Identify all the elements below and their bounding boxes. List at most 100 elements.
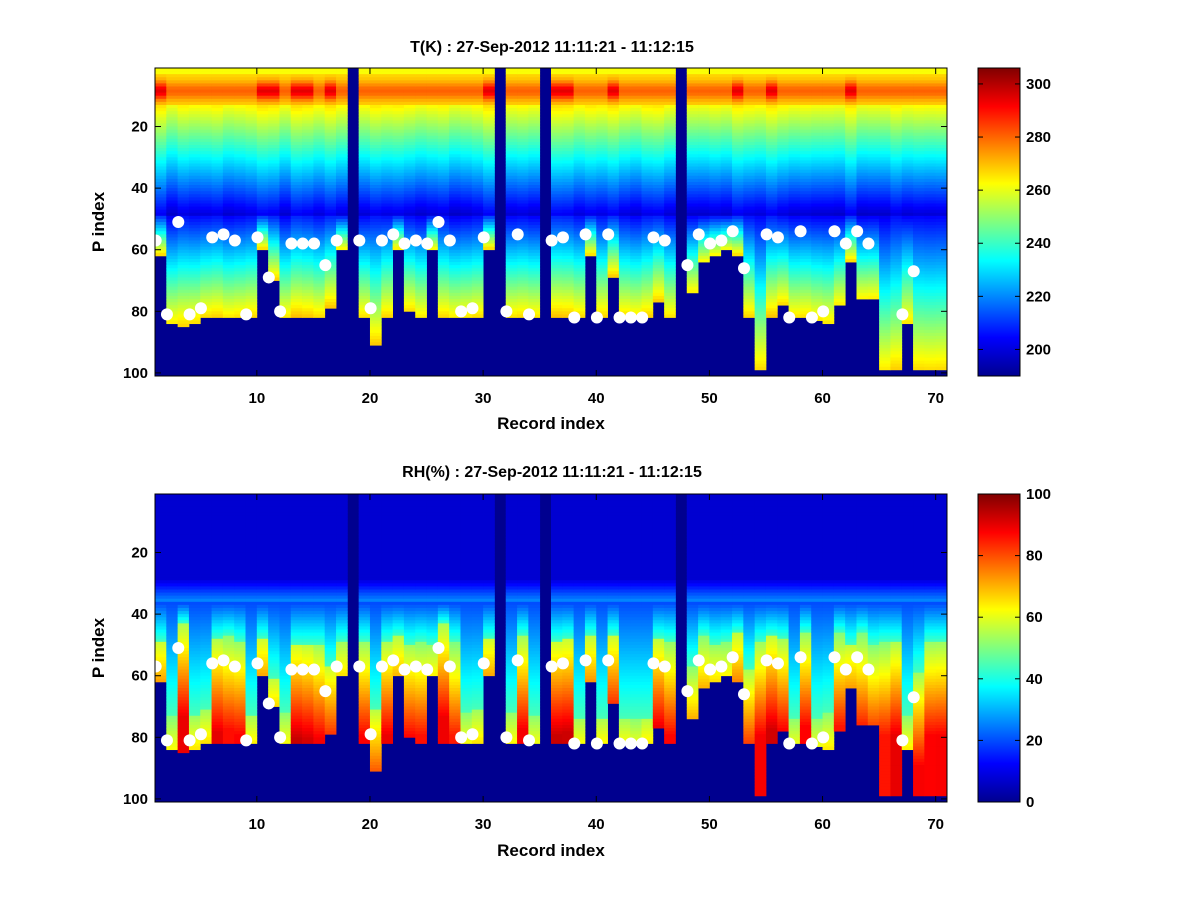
- heatmap-cell: [381, 71, 393, 75]
- heatmap-cell: [652, 222, 665, 226]
- heatmap-cell: [336, 95, 348, 100]
- heatmap-cell: [256, 68, 269, 72]
- heatmap-cell: [279, 120, 292, 124]
- heatmap-cell: [777, 117, 789, 121]
- heatmap-cell: [641, 258, 654, 263]
- heatmap-cell: [822, 86, 835, 90]
- heatmap-cell: [211, 252, 224, 257]
- heatmap-cell: [155, 71, 167, 75]
- record-column-22: [392, 68, 405, 251]
- heatmap-cell: [743, 295, 756, 300]
- heatmap-cell: [596, 265, 608, 269]
- heatmap-cell: [166, 135, 179, 140]
- heatmap-cell: [652, 243, 665, 248]
- heatmap-cell: [517, 108, 529, 112]
- heatmap-cell: [596, 166, 608, 171]
- heatmap-cell: [890, 234, 903, 238]
- heatmap-cell: [890, 351, 903, 355]
- heatmap-cell: [369, 141, 382, 146]
- heatmap-cell: [879, 89, 891, 94]
- heatmap-cell: [686, 268, 699, 272]
- heatmap-cell: [879, 215, 891, 220]
- heatmap-cell: [867, 123, 880, 127]
- heatmap-cell: [166, 206, 179, 211]
- record-column-39: [584, 68, 597, 257]
- heatmap-cell: [879, 68, 891, 72]
- heatmap-cell: [901, 299, 914, 303]
- heatmap-cell: [890, 135, 903, 140]
- heatmap-cell: [698, 252, 710, 257]
- heatmap-cell: [155, 249, 167, 254]
- heatmap-cell: [641, 252, 654, 257]
- heatmap-cell: [664, 222, 676, 226]
- heatmap-cell: [845, 234, 857, 238]
- heatmap-cell: [211, 120, 224, 124]
- heatmap-cell: [222, 104, 235, 109]
- heatmap-cell: [166, 74, 179, 78]
- heatmap-cell: [630, 108, 642, 112]
- heatmap-cell: [313, 280, 326, 284]
- heatmap-cell: [449, 101, 461, 106]
- heatmap-cell: [596, 175, 608, 180]
- heatmap-cell: [879, 323, 891, 328]
- heatmap-cell: [867, 175, 880, 180]
- heatmap-cell: [324, 274, 337, 278]
- heatmap-cell: [415, 157, 427, 161]
- heatmap-cell: [324, 108, 337, 112]
- heatmap-cell: [449, 222, 461, 226]
- heatmap-cell: [177, 209, 190, 214]
- heatmap-cell: [901, 286, 914, 291]
- heatmap-cell: [166, 246, 179, 251]
- heatmap-cell: [799, 89, 812, 94]
- heatmap-cell: [528, 120, 541, 124]
- heatmap-cell: [279, 160, 292, 164]
- heatmap-cell: [765, 228, 778, 232]
- heatmap-cell: [381, 311, 393, 315]
- heatmap-cell: [336, 129, 348, 134]
- heatmap-cell: [833, 194, 846, 198]
- heatmap-cell: [415, 181, 427, 186]
- heatmap-cell: [505, 194, 518, 198]
- heatmap-cell: [324, 135, 337, 140]
- heatmap-cell: [686, 283, 699, 288]
- heatmap-cell: [833, 299, 846, 303]
- heatmap-cell: [279, 92, 292, 97]
- heatmap-cell: [437, 175, 450, 180]
- heatmap-cell: [901, 274, 914, 278]
- heatmap-cell: [415, 234, 427, 238]
- heatmap-cell: [765, 160, 778, 164]
- heatmap-cell: [913, 89, 925, 94]
- heatmap-cell: [358, 169, 371, 174]
- heatmap-cell: [369, 178, 382, 183]
- heatmap-cell: [562, 265, 575, 269]
- heatmap-cell: [381, 225, 393, 229]
- heatmap-cell: [890, 74, 903, 78]
- heatmap-cell: [788, 132, 801, 137]
- heatmap-cell: [584, 68, 597, 72]
- heatmap-cell: [437, 71, 450, 75]
- heatmap-cell: [833, 215, 846, 220]
- heatmap-cell: [618, 185, 631, 189]
- heatmap-cell: [200, 132, 212, 137]
- heatmap-cell: [200, 77, 212, 81]
- heatmap-cell: [381, 163, 393, 167]
- heatmap-cell: [867, 191, 880, 195]
- heatmap-cell: [596, 228, 608, 232]
- heatmap-cell: [913, 163, 925, 167]
- heatmap-cell: [517, 203, 529, 207]
- heatmap-cell: [845, 194, 857, 198]
- heatmap-cell: [460, 80, 473, 84]
- heatmap-cell: [867, 185, 880, 189]
- heatmap-cell: [765, 268, 778, 272]
- heatmap-cell: [901, 225, 914, 229]
- heatmap-cell: [890, 252, 903, 257]
- heatmap-cell: [890, 222, 903, 226]
- heatmap-cell: [166, 111, 179, 115]
- heatmap-cell: [720, 123, 733, 127]
- heatmap-cell: [336, 71, 348, 75]
- heatmap-cell: [279, 212, 292, 217]
- heatmap-cell: [188, 117, 201, 121]
- heatmap-cell: [630, 209, 642, 214]
- heatmap-cell: [607, 74, 620, 78]
- heatmap-cell: [720, 126, 733, 130]
